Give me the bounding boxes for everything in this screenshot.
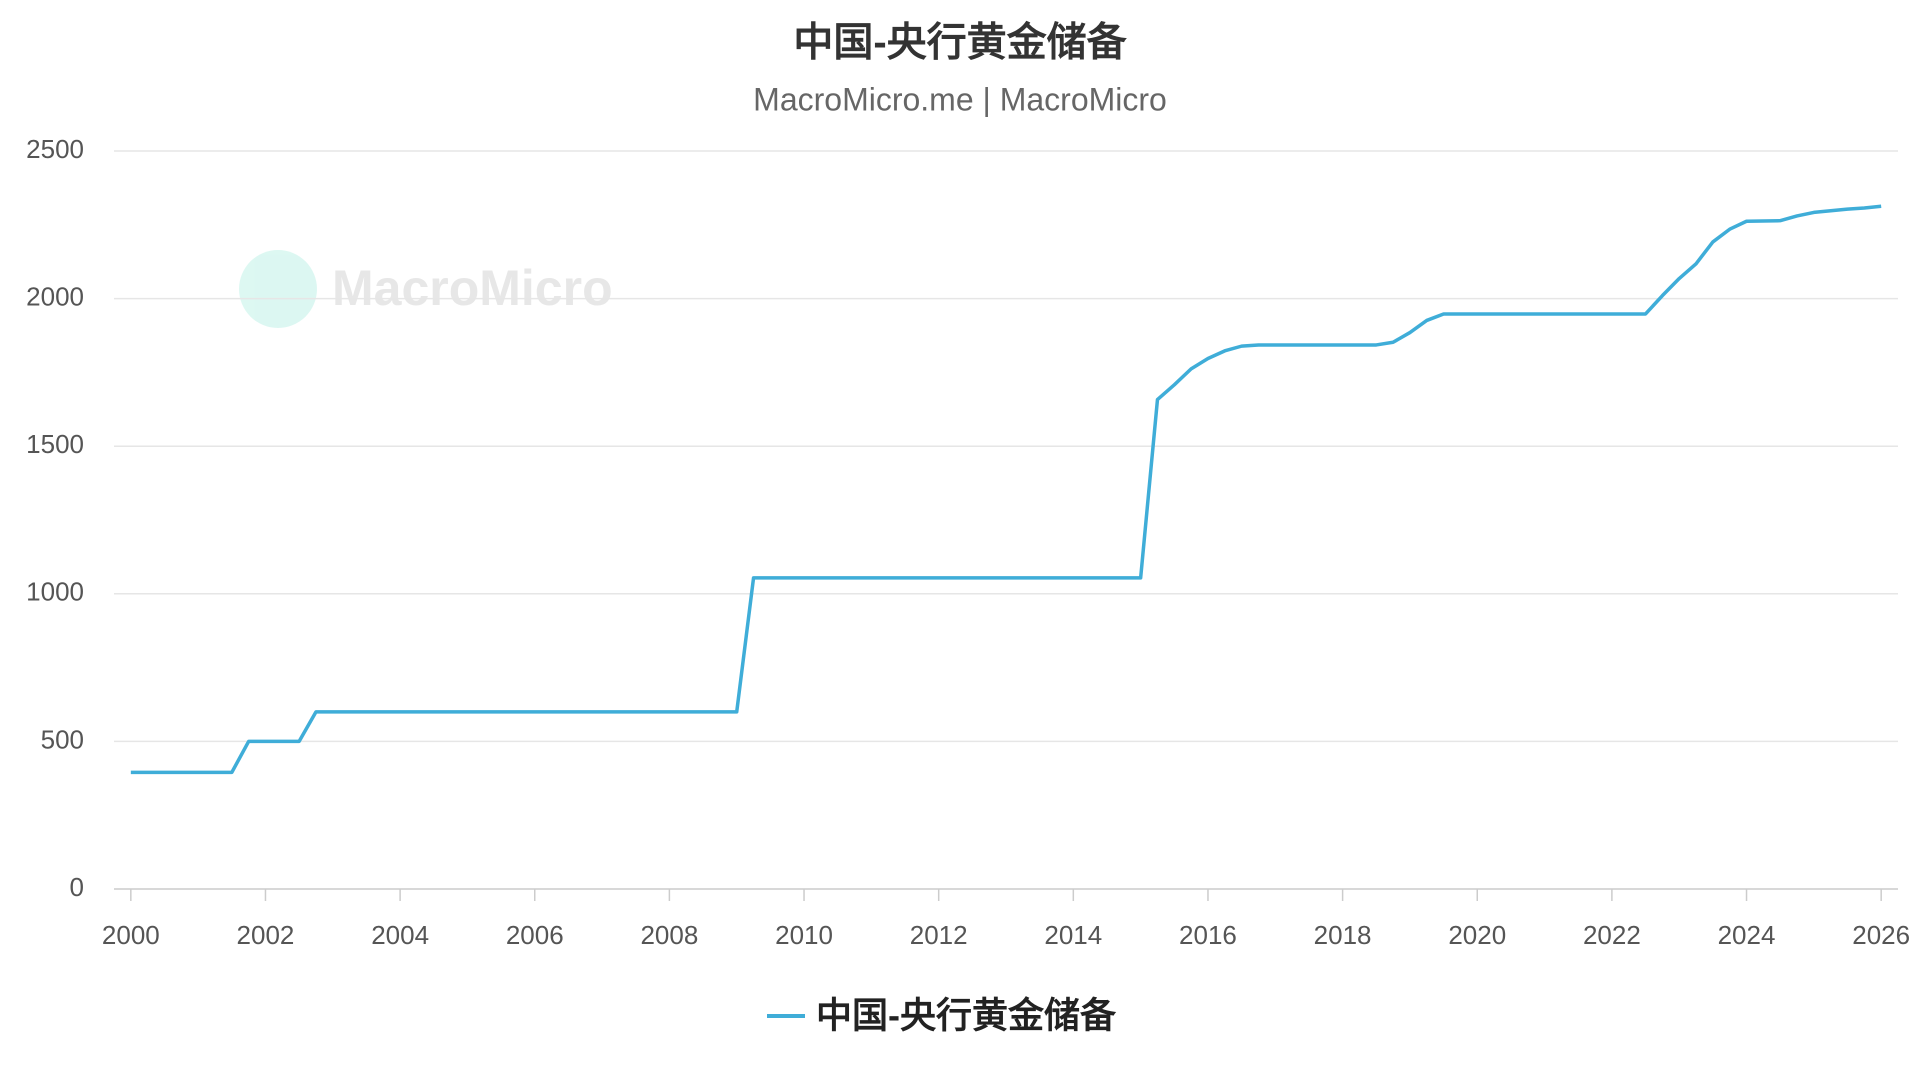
chart-title: 中国-央行黄金储备 — [793, 20, 1127, 65]
y-tick-label: 1000 — [26, 577, 84, 607]
x-tick-label: 2022 — [1583, 920, 1641, 950]
x-tick-label: 2008 — [640, 920, 698, 950]
y-tick-label: 2000 — [26, 281, 84, 311]
watermark-logo — [239, 250, 317, 328]
legend-label: 中国-央行黄金储备 — [816, 995, 1117, 1036]
x-tick-label: 2018 — [1314, 920, 1372, 950]
watermark-group: MacroMicro — [239, 250, 613, 328]
x-tick-label: 2010 — [775, 920, 833, 950]
x-tick-label: 2000 — [102, 920, 160, 950]
x-tick-label: 2024 — [1718, 920, 1776, 950]
y-tick-label: 0 — [70, 872, 84, 902]
watermark: MacroMicro — [332, 260, 613, 316]
x-tick-label: 2004 — [371, 920, 429, 950]
y-tick-label: 2500 — [26, 134, 84, 164]
chart-subtitle: MacroMicro.me | MacroMicro — [753, 81, 1167, 117]
y-tick-label: 1500 — [26, 429, 84, 459]
x-tick-label: 2006 — [506, 920, 564, 950]
x-tick-label: 2002 — [237, 920, 295, 950]
x-tick-label: 2014 — [1044, 920, 1102, 950]
x-tick-label: 2026 — [1852, 920, 1910, 950]
x-tick-label: 2016 — [1179, 920, 1237, 950]
data-line — [130, 204, 1882, 775]
x-tick-label: 2020 — [1448, 920, 1506, 950]
x-tick-label: 2012 — [910, 920, 968, 950]
y-tick-label: 500 — [41, 724, 84, 754]
